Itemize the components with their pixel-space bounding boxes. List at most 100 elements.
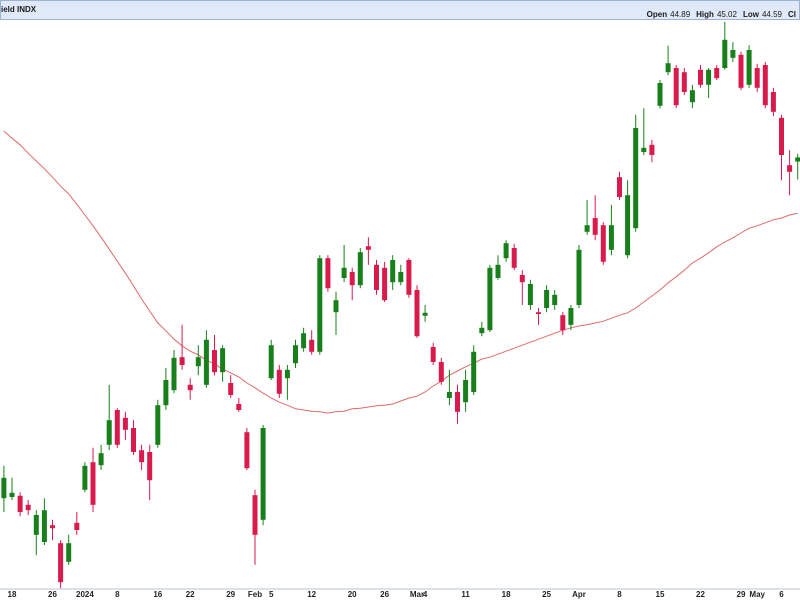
candle-body (503, 243, 509, 259)
candle-body (382, 267, 388, 301)
candle-body (9, 492, 15, 497)
candle-body (228, 383, 234, 395)
x-tick-label: 25 (542, 590, 551, 599)
chart-title: ield INDX (1, 5, 37, 14)
candle-body (584, 225, 590, 232)
candle-body (698, 69, 703, 85)
x-tick-label: 29 (737, 590, 746, 599)
x-tick-label: 26 (380, 590, 389, 599)
candle-body (608, 225, 614, 250)
moving-average-line (3, 130, 798, 414)
candle-body (17, 495, 23, 512)
candle-body (25, 504, 31, 511)
candle-body (414, 290, 420, 337)
x-tick-label: 22 (696, 590, 705, 599)
candle-body (511, 248, 517, 268)
candle-body (714, 68, 720, 79)
candle-body (438, 362, 444, 382)
candle-body (560, 315, 566, 331)
candle-body (317, 258, 323, 352)
x-tick-label: 2024 (76, 590, 94, 599)
candle-body (41, 510, 47, 542)
x-tick-label: 6 (779, 590, 784, 599)
candle-body (98, 453, 104, 466)
candle-body (252, 495, 258, 535)
readout-value: 45.02 (716, 10, 737, 19)
candle-body (681, 72, 687, 92)
candle-body (203, 339, 209, 385)
x-tick-label: 8 (115, 590, 120, 599)
candle-body (179, 357, 185, 365)
candle-body (106, 420, 112, 445)
candle-body (90, 462, 96, 505)
candle-body (398, 272, 404, 283)
candle-body (309, 339, 315, 352)
candle-body (544, 290, 550, 308)
candle-body (276, 369, 282, 394)
x-tick-label: Feb (248, 590, 262, 599)
candle-body (195, 357, 201, 367)
candle-body (390, 260, 396, 283)
readout-label: Low (742, 10, 759, 19)
candle-body (746, 50, 752, 85)
x-tick-label: 12 (307, 590, 316, 599)
candle-body (779, 117, 784, 155)
candle-body (365, 246, 371, 250)
price-readout: Open 44.89 High 45.02 Low 44.59 Cl (647, 10, 799, 19)
candle-body (673, 68, 679, 106)
candle-body (357, 252, 363, 286)
candle-body (536, 312, 541, 314)
candle-body (122, 417, 128, 430)
candle-body (333, 300, 339, 313)
x-tick-label: 18 (8, 590, 17, 599)
candle-body (74, 522, 80, 530)
x-tick-label: 29 (226, 590, 235, 599)
x-tick-label: 11 (461, 590, 470, 599)
candle-body (293, 345, 298, 364)
candle-body (349, 272, 355, 286)
candle-body (212, 350, 217, 373)
candle-body (795, 157, 800, 162)
candle-body (754, 68, 760, 88)
x-tick-label: 4 (423, 590, 428, 599)
candle-body (527, 284, 533, 305)
candle-body (341, 267, 347, 278)
candle-body (649, 144, 655, 155)
readout-value: 44.89 (670, 10, 691, 19)
candle-body (657, 83, 663, 106)
candle-body (163, 380, 169, 406)
x-tick-label: 22 (186, 590, 195, 599)
readout-label: Cl (788, 10, 796, 19)
candle-body (463, 380, 469, 403)
candle-body (50, 525, 55, 529)
candle-body (155, 405, 161, 445)
chart-header: ield INDX Open 44.89 High 45.02 Low 44.59 Cl (0, 0, 800, 20)
x-tick-label: May (749, 590, 765, 599)
candle-body (633, 128, 639, 229)
candle-body (487, 267, 493, 331)
candle-body (422, 312, 428, 316)
candle-body (406, 260, 412, 295)
candle-body (689, 90, 695, 103)
candle-body (430, 347, 436, 362)
readout-value: 44.59 (761, 10, 782, 19)
candle-body (244, 432, 250, 469)
candle-body (665, 63, 671, 73)
candle-body (479, 327, 485, 334)
candle-body (260, 428, 266, 520)
candle-body (552, 294, 558, 305)
x-tick-label: 5 (269, 590, 274, 599)
candle-body (147, 452, 153, 481)
candle-body (625, 195, 631, 256)
candle-body (738, 54, 744, 88)
candle-body (722, 39, 728, 68)
candle-body (592, 218, 598, 235)
x-tick-label: Apr (572, 590, 586, 599)
candle-body (236, 404, 242, 410)
candle-body (762, 65, 768, 106)
candle-body (446, 392, 452, 398)
x-tick-label: 18 (502, 590, 511, 599)
candle-body (66, 543, 72, 562)
